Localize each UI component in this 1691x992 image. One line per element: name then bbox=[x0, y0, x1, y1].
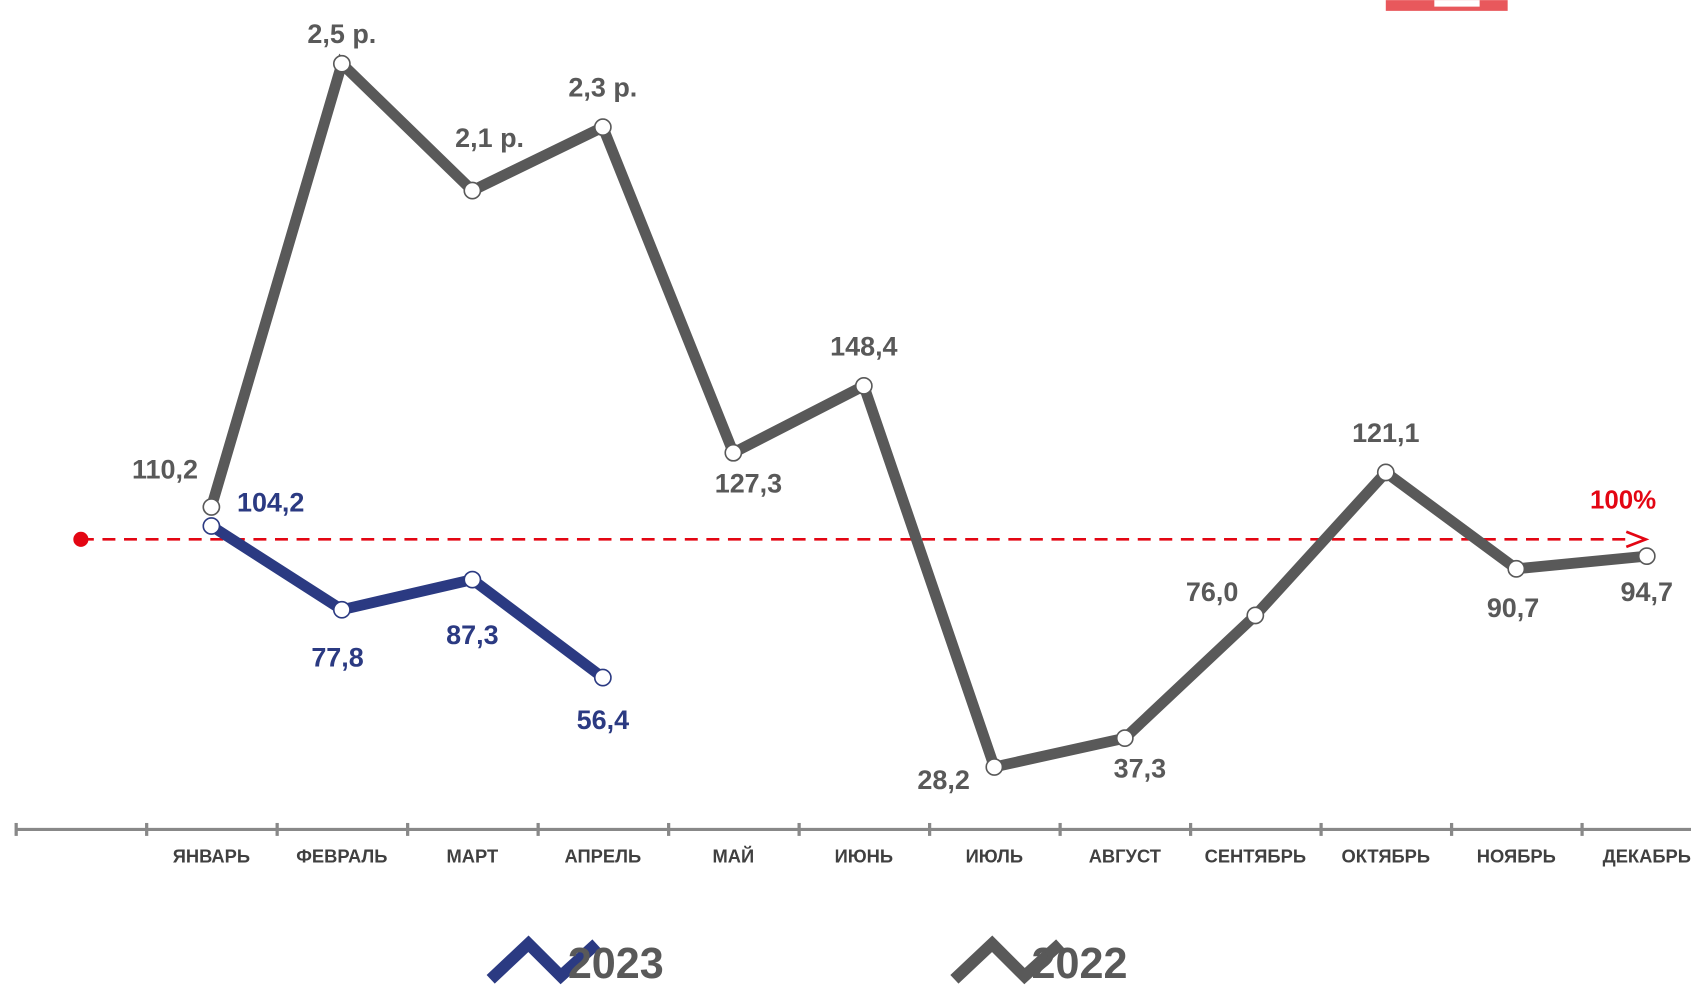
data-label: 127,3 bbox=[715, 468, 782, 498]
x-tick-label: ИЮЛЬ bbox=[966, 845, 1023, 866]
point bbox=[1507, 559, 1526, 578]
point bbox=[593, 668, 612, 687]
data-label: 76,0 bbox=[1186, 577, 1238, 607]
data-label: 121,1 bbox=[1352, 418, 1419, 448]
data-label: 2,5 р. bbox=[307, 19, 376, 49]
x-tick-label: ФЕВРАЛЬ bbox=[296, 845, 387, 866]
point bbox=[463, 570, 482, 589]
x-tick-label: МАЙ bbox=[712, 845, 754, 866]
data-label: 2,1 р. bbox=[455, 123, 524, 153]
data-label: 2,3 р. bbox=[568, 73, 637, 103]
point bbox=[593, 118, 612, 137]
point bbox=[854, 376, 873, 395]
reference-dot bbox=[73, 531, 89, 547]
data-label: 77,8 bbox=[311, 642, 363, 672]
x-tick-label: ОКТЯБРЬ bbox=[1341, 845, 1430, 866]
x-tick-label: ИЮНЬ bbox=[835, 845, 893, 866]
corner-icon-detail bbox=[1434, 0, 1480, 7]
data-label: 104,2 bbox=[237, 488, 304, 518]
x-tick-label: НОЯБРЬ bbox=[1477, 845, 1556, 866]
point bbox=[985, 758, 1004, 776]
legend-icon bbox=[950, 935, 1065, 985]
data-label: 90,7 bbox=[1487, 593, 1539, 623]
reference-label: 100% bbox=[1590, 486, 1656, 514]
point bbox=[202, 498, 221, 516]
legend-icon bbox=[486, 935, 601, 985]
data-label: 56,4 bbox=[577, 705, 629, 735]
data-label: 87,3 bbox=[446, 620, 498, 650]
x-tick-label: МАРТ bbox=[447, 845, 499, 866]
data-label: 37,3 bbox=[1114, 754, 1166, 784]
point bbox=[202, 517, 221, 535]
series-line bbox=[208, 521, 607, 682]
legend-label: 2022 bbox=[1032, 940, 1128, 987]
point bbox=[724, 443, 743, 462]
x-tick-label: АПРЕЛЬ bbox=[565, 845, 642, 866]
data-label: 28,2 bbox=[917, 765, 969, 795]
point bbox=[332, 600, 351, 619]
point bbox=[463, 181, 482, 200]
point bbox=[1115, 729, 1134, 748]
point bbox=[1637, 547, 1656, 566]
data-label: 110,2 bbox=[132, 455, 198, 485]
x-tick-label: ДЕКАБРЬ bbox=[1603, 845, 1691, 866]
data-label: 148,4 bbox=[830, 331, 897, 361]
point bbox=[1246, 606, 1265, 625]
point bbox=[1376, 463, 1395, 482]
data-label: 94,7 bbox=[1621, 577, 1673, 607]
reference-arrow bbox=[1625, 530, 1650, 549]
legend-label: 2023 bbox=[568, 940, 664, 987]
x-tick-label: ЯНВАРЬ bbox=[173, 845, 250, 866]
x-tick-label: СЕНТЯБРЬ bbox=[1205, 845, 1306, 866]
series-line bbox=[206, 53, 1648, 774]
point bbox=[332, 54, 351, 73]
x-tick-label: АВГУСТ bbox=[1089, 845, 1161, 866]
